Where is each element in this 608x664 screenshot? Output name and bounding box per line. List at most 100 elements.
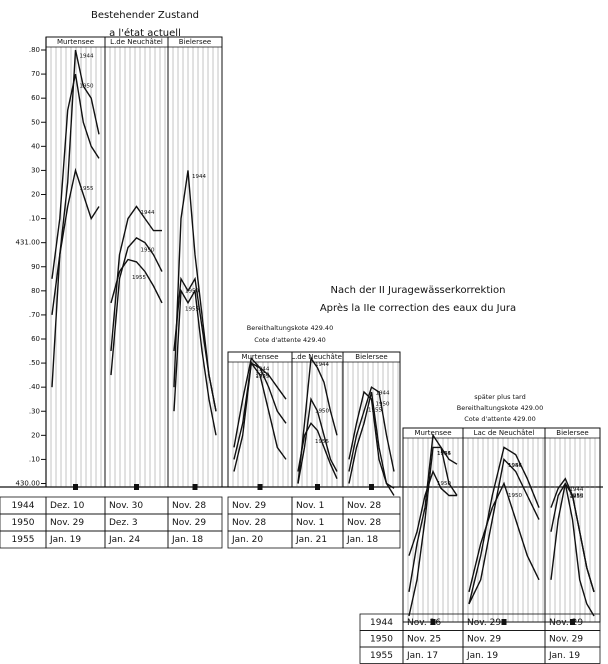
- date-label: Nov. 26: [407, 618, 441, 628]
- date-label: Jan. 18: [346, 535, 378, 545]
- series-label: 1955: [80, 186, 94, 192]
- y-tick-label: .70: [29, 311, 40, 319]
- year-label: 1950: [370, 634, 393, 644]
- date-marker: [257, 484, 263, 490]
- y-tick-label: .30: [29, 407, 40, 415]
- date-label: Nov. 28: [347, 501, 381, 511]
- y-tick-label: .40: [29, 383, 40, 391]
- series-label: 1944: [80, 54, 94, 60]
- date-label: Jan. 19: [548, 651, 580, 661]
- series-label: 1950: [508, 493, 522, 499]
- group-title: Bestehender Zustand: [91, 10, 199, 21]
- series-label: 1950: [569, 493, 583, 499]
- lake-name: Murtensee: [241, 353, 278, 361]
- date-marker: [134, 484, 139, 490]
- level-line: [348, 386, 395, 472]
- date-marker: [315, 484, 320, 490]
- year-label: 1944: [12, 501, 35, 511]
- level-line: [173, 288, 217, 436]
- note: Cote d'attente 429.40: [254, 336, 326, 344]
- group-subtitle: a l'état actuell: [109, 27, 181, 39]
- level-line: [110, 258, 163, 304]
- date-label: Jan. 24: [108, 535, 140, 545]
- lake-name: Bielersee: [179, 38, 211, 46]
- level-line: [110, 237, 163, 376]
- note: Cote d'attente 429.00: [464, 415, 536, 423]
- lake-name: L.de Neuchâtel: [110, 38, 163, 46]
- date-label: Nov. 29: [172, 518, 206, 528]
- date-label: Nov. 29: [467, 634, 501, 644]
- date-label: Nov. 28: [232, 518, 266, 528]
- level-line: [51, 73, 100, 279]
- series-label: 1950: [437, 481, 451, 487]
- date-label: Jan. 20: [231, 535, 263, 545]
- date-label: Nov. 28: [347, 518, 381, 528]
- level-line: [408, 469, 457, 556]
- date-label: Jan. 18: [171, 535, 203, 545]
- date-label: Nov. 29: [467, 618, 501, 628]
- date-marker: [430, 619, 436, 625]
- series-label: 1944: [192, 174, 206, 180]
- series-label: 1944: [569, 487, 583, 493]
- level-line: [550, 477, 595, 593]
- level-line: [297, 356, 338, 484]
- lake-name: Bielersee: [556, 429, 588, 437]
- date-label: Dez. 10: [50, 501, 85, 511]
- date-marker: [73, 484, 78, 490]
- y-tick-label: 60: [31, 335, 40, 343]
- year-label: 1955: [12, 535, 35, 545]
- date-label: Nov. 30: [109, 501, 143, 511]
- y-tick-label: 40: [31, 142, 40, 150]
- y-tick-label: .10: [29, 455, 40, 463]
- level-line: [550, 483, 595, 617]
- y-tick-label: 70: [31, 70, 40, 78]
- lake-name: L.de Neuchâtel: [291, 353, 344, 361]
- date-label: Dez. 3: [109, 518, 138, 528]
- level-line: [468, 457, 540, 605]
- series-label: 1944: [508, 463, 522, 469]
- date-label: Nov. 29: [50, 518, 84, 528]
- level-line: [297, 396, 338, 484]
- y-tick-label: 50: [31, 118, 40, 126]
- series-label: 1955: [368, 407, 382, 413]
- level-line: [110, 205, 162, 352]
- series-label: 1955: [315, 439, 329, 445]
- series-label: 1944: [437, 451, 451, 457]
- series-label: 1950: [315, 409, 329, 415]
- level-line: [468, 446, 540, 605]
- series-label: 1950: [255, 373, 269, 379]
- series-label: 1955: [508, 463, 522, 469]
- series-label: 1950: [80, 84, 94, 90]
- series-label: 1950: [376, 401, 390, 407]
- y-tick-label: 30: [31, 166, 40, 174]
- series-label: 1955: [569, 494, 583, 500]
- date-label: Jan. 19: [49, 535, 81, 545]
- series-label: 1955: [132, 275, 146, 281]
- series-label: 1955: [185, 306, 199, 312]
- lake-name: Murtensee: [57, 38, 94, 46]
- y-tick-label: 60: [31, 94, 40, 102]
- date-label: Nov. 29: [232, 501, 266, 511]
- date-marker: [570, 619, 575, 625]
- level-line: [233, 356, 287, 448]
- y-tick-label: 90: [31, 263, 40, 271]
- series-label: 1950: [185, 288, 199, 294]
- date-label: Nov. 1: [296, 501, 324, 511]
- group-title: Nach der II Juragewässerkorrektion: [331, 285, 506, 296]
- date-label: Nov. 29: [549, 618, 583, 628]
- level-line: [173, 276, 217, 412]
- table-cell: [342, 530, 401, 549]
- date-label: Nov. 1: [296, 518, 324, 528]
- date-label: Jan. 17: [406, 651, 438, 661]
- y-tick-label: .50: [29, 359, 40, 367]
- note: später plus tard: [474, 393, 526, 401]
- series-label: 1944: [315, 362, 329, 368]
- level-line: [408, 446, 458, 617]
- level-line: [468, 481, 540, 593]
- level-line: [348, 390, 395, 496]
- year-label: 1950: [12, 518, 35, 528]
- level-line: [233, 361, 287, 460]
- note: Bereithaltungskote 429.40: [247, 324, 333, 332]
- level-line: [297, 422, 338, 479]
